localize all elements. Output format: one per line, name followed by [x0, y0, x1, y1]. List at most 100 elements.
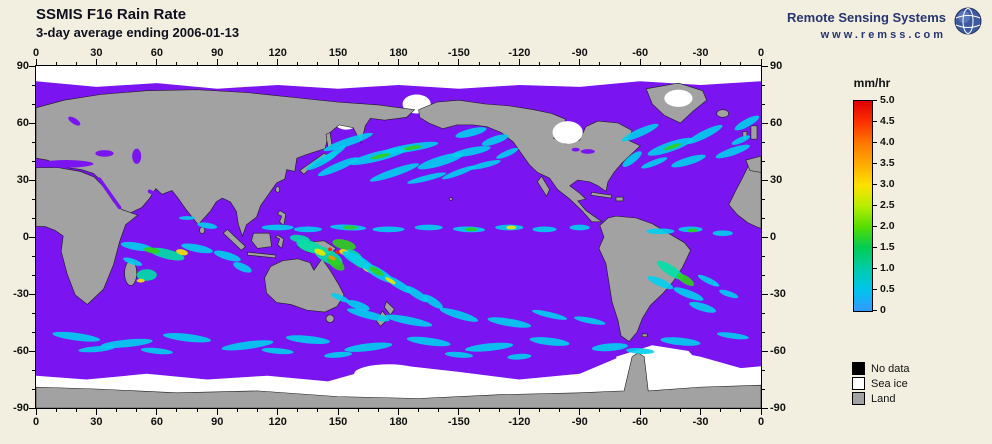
lon-tick-mark: [196, 409, 198, 412]
rain-cell: [455, 127, 487, 138]
lon-tick-mark: [75, 62, 77, 65]
rain-cell: [676, 273, 695, 287]
land-falklands: [641, 333, 648, 338]
rain-cell: [346, 300, 370, 311]
lon-tick-mark: [236, 62, 238, 65]
lon-tick-label-top: -30: [692, 47, 709, 59]
lon-tick-mark: [559, 62, 561, 65]
rain-cell: [442, 165, 476, 180]
lon-tick-label-bottom: -120: [508, 416, 531, 428]
rain-cell: [574, 316, 606, 325]
page-subtitle: 3-day average ending 2006-01-13: [36, 25, 240, 40]
lat-tick-mark: [32, 274, 35, 276]
rain-cell: [660, 337, 701, 346]
great-lakes: [580, 149, 595, 154]
lon-tick-mark: [639, 409, 641, 415]
rain-cell: [621, 123, 659, 142]
lat-tick-mark: [762, 388, 765, 390]
rain-cell: [697, 274, 720, 287]
rain-cell: [444, 351, 473, 358]
lon-tick-label-top: 60: [150, 47, 163, 59]
lon-tick-mark: [659, 409, 661, 412]
rain-cell: [78, 345, 115, 353]
lon-tick-mark: [176, 62, 178, 65]
rain-cell: [469, 159, 501, 170]
rain-cell: [52, 331, 101, 342]
rain-cell: [647, 276, 674, 290]
lon-tick-mark: [277, 59, 279, 65]
land-australia: [264, 258, 345, 313]
lat-tick-mark: [32, 160, 35, 162]
colorbar-tick-label: 2.0: [880, 220, 895, 232]
rain-cell: [626, 348, 655, 354]
colorbar-tick-label: 4.0: [880, 136, 895, 148]
lon-tick-mark: [35, 59, 37, 65]
lon-tick-mark: [458, 59, 460, 65]
lon-tick-mark: [700, 409, 702, 415]
globe-parallels: [955, 15, 981, 28]
rain-cell: [372, 226, 405, 233]
colorbar-tick-label: 3.0: [880, 178, 895, 190]
land-tasmania: [325, 314, 335, 323]
inland-seas-layer: [39, 116, 595, 210]
lon-tick-mark: [679, 409, 681, 412]
lat-tick-mark: [29, 350, 35, 352]
rain-cell: [140, 347, 173, 355]
rain-cell: [176, 249, 188, 256]
lon-tick-label-bottom: 30: [90, 416, 103, 428]
legend-swatch: [852, 377, 865, 390]
globe-highlight: [958, 11, 970, 23]
rain-cell: [663, 143, 681, 151]
lat-tick-label-left: 30: [16, 174, 29, 186]
colorbar-tick-label: 0: [880, 304, 886, 316]
legend-item: Land: [852, 392, 895, 405]
lat-tick-label-right: 60: [770, 117, 783, 129]
lon-tick-mark: [317, 409, 319, 412]
lat-tick-mark: [762, 350, 768, 352]
rain-cell: [143, 247, 160, 254]
legend-item: Sea ice: [852, 377, 908, 390]
colorbar-tick-mark: [873, 267, 877, 269]
rain-cell: [314, 248, 326, 256]
lon-tick-label-top: 0: [757, 47, 765, 59]
lon-tick-mark: [498, 409, 500, 412]
rain-cell: [641, 157, 668, 169]
rain-cell: [686, 124, 723, 144]
lon-tick-label-top: -150: [447, 47, 470, 59]
lon-tick-mark: [498, 62, 500, 65]
legend-swatch: [852, 392, 865, 405]
lon-tick-mark: [579, 59, 581, 65]
lon-tick-mark: [196, 62, 198, 65]
lon-tick-mark: [95, 409, 97, 415]
lon-tick-mark: [176, 409, 178, 412]
remss-globe-logo-icon: [954, 7, 982, 35]
rain-cell: [404, 285, 429, 303]
colorbar-tick-label: 2.5: [880, 199, 895, 211]
lat-tick-label-left: -30: [13, 288, 29, 300]
lat-tick-mark: [762, 141, 765, 143]
lon-tick-mark: [297, 409, 299, 412]
lat-tick-mark: [32, 217, 35, 219]
land-south-america: [598, 215, 691, 342]
colorbar-tick-label: 0.5: [880, 283, 895, 295]
rain-cell: [213, 250, 241, 262]
lon-tick-mark: [478, 62, 480, 65]
lat-tick-mark: [762, 179, 768, 181]
land-iberia: [745, 155, 761, 173]
rain-cell: [178, 216, 196, 220]
rain-cell: [451, 146, 491, 157]
legend-label: No data: [871, 362, 910, 375]
lon-tick-label-top: 150: [328, 47, 348, 59]
colorbar-tick-mark: [873, 309, 877, 311]
lon-tick-mark: [257, 62, 259, 65]
lon-tick-mark: [518, 409, 520, 415]
lon-tick-mark: [700, 59, 702, 65]
rain-cell: [439, 308, 479, 322]
lat-tick-mark: [762, 236, 768, 238]
baltic-sea: [68, 116, 81, 126]
colorbar-tick-mark: [873, 120, 877, 122]
lon-tick-mark: [236, 409, 238, 412]
lon-tick-mark: [538, 62, 540, 65]
rain-cell: [136, 278, 145, 283]
lat-tick-mark: [29, 293, 35, 295]
